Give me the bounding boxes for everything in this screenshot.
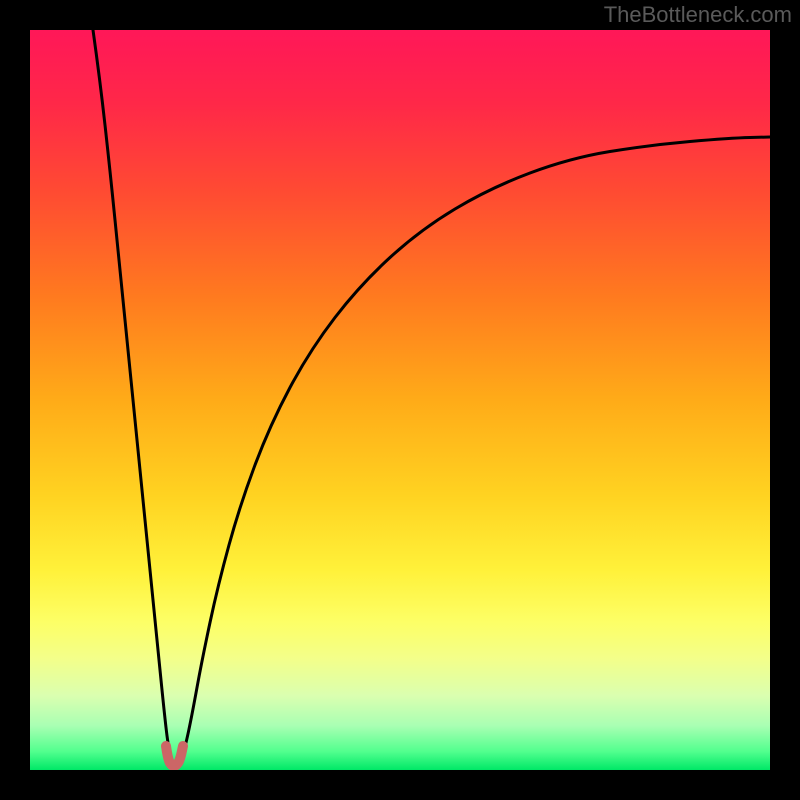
bottleneck-curve-plot (0, 0, 800, 800)
gradient-background (30, 30, 770, 770)
watermark-text: TheBottleneck.com (604, 2, 792, 28)
chart-container: TheBottleneck.com (0, 0, 800, 800)
